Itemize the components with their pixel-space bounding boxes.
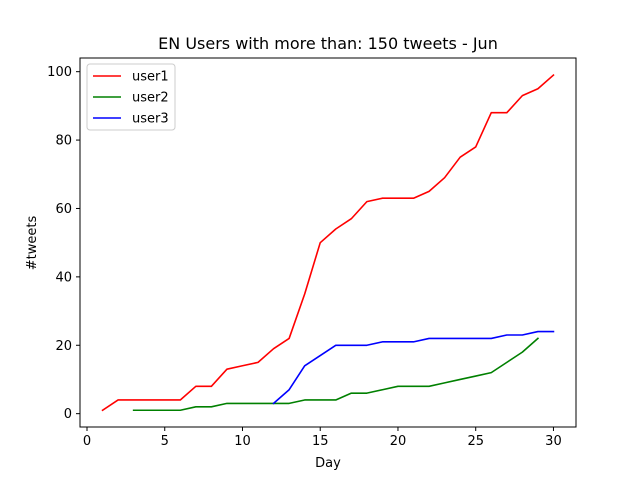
y-axis-label: #tweets bbox=[25, 216, 40, 271]
axes-frame bbox=[79, 57, 577, 428]
series-line-user3 bbox=[272, 330, 555, 405]
legend-label-user2: user2 bbox=[132, 91, 169, 106]
x-tick-label: 0 bbox=[83, 434, 91, 449]
x-tick-label: 30 bbox=[545, 434, 562, 449]
y-tick-label: 0 bbox=[64, 407, 72, 422]
legend-box bbox=[86, 63, 176, 131]
x-tick-label: 20 bbox=[390, 434, 407, 449]
x-tick-label: 5 bbox=[161, 434, 169, 449]
x-tick-label: 25 bbox=[467, 434, 484, 449]
y-tick-label: 40 bbox=[55, 270, 72, 285]
legend-label-user3: user3 bbox=[132, 112, 169, 127]
series-line-user1 bbox=[101, 73, 555, 412]
legend: user1 user2 user3 bbox=[86, 63, 176, 131]
chart-title: EN Users with more than: 150 tweets - Ju… bbox=[158, 34, 498, 53]
series-line-user2 bbox=[132, 337, 540, 412]
y-tick-label: 100 bbox=[47, 65, 72, 80]
y-axis-ticks: 0 20 40 60 80 100 bbox=[47, 65, 80, 422]
x-axis-label: Day bbox=[315, 456, 341, 471]
y-tick-label: 20 bbox=[55, 339, 72, 354]
x-tick-label: 15 bbox=[312, 434, 329, 449]
x-tick-label: 10 bbox=[234, 434, 251, 449]
legend-label-user1: user1 bbox=[132, 70, 169, 85]
x-axis-ticks: 0 5 10 15 20 25 30 bbox=[83, 427, 562, 449]
y-tick-label: 80 bbox=[55, 134, 72, 149]
y-tick-label: 60 bbox=[55, 202, 72, 217]
series-layer bbox=[101, 73, 555, 412]
plot-area bbox=[79, 57, 577, 428]
